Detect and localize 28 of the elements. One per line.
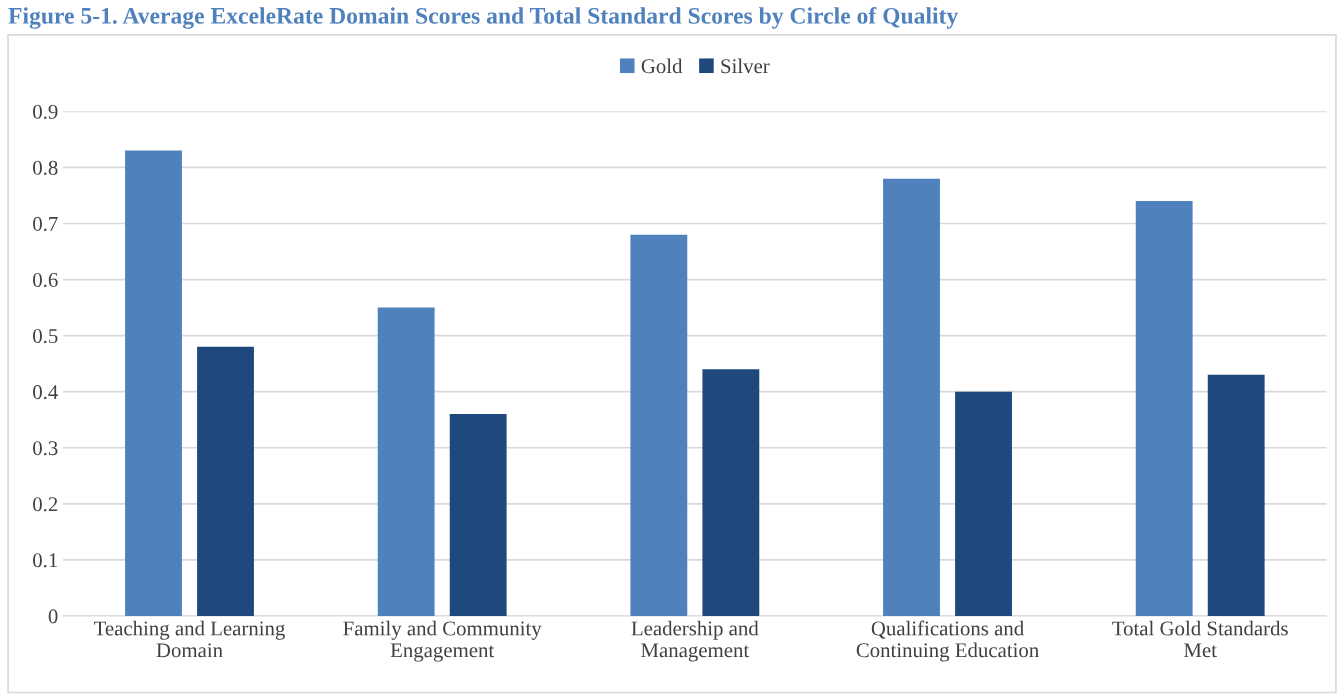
y-tick-label: 0.5 [33,329,58,344]
y-tick-label: 0.2 [33,497,58,512]
y-tick-label: 0.3 [33,441,58,456]
y-tick-label: 0.6 [33,272,58,288]
bar [449,414,507,616]
x-tick-label: Leadership and Management [631,620,759,662]
y-tick-label: 0.7 [33,216,58,232]
bar [1135,201,1193,616]
bar [377,307,435,616]
x-tick-label: Qualifications and Continuing Education [856,620,1039,662]
bar [125,150,182,616]
x-tick-label: Total Gold Standards Met [1112,620,1288,658]
bar [197,346,254,616]
x-tick-label: Family and Community Engagement [343,620,542,662]
y-tick-label: 0.9 [33,104,58,119]
legend-label: Silver [721,58,770,74]
y-tick-label: 0.4 [33,385,58,400]
bar [1207,374,1265,616]
y-tick-label: 0.8 [33,160,58,175]
bar [955,391,1012,616]
x-tick-label: Teaching and Learning Domain [94,620,285,658]
y-tick-label: 0 [48,609,58,624]
bar [630,234,688,616]
legend-label: Gold [641,58,683,74]
bar [702,369,760,616]
bar [883,178,940,616]
y-tick-label: 0.1 [33,553,58,568]
chart-title: Figure 5-1. Average ExceleRate Domain Scores and Total Standard Scores by Circle of Quality [8,6,959,29]
